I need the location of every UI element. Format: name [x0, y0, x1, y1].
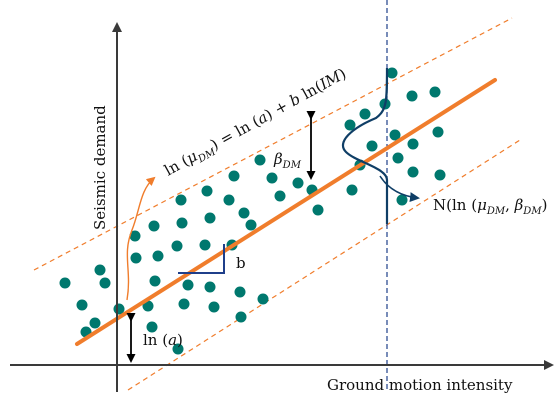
- scatter-point: [171, 240, 183, 252]
- upper-bound-line: [33, 17, 513, 271]
- slope-label: b: [236, 254, 246, 272]
- regression-equation: ln (μDM) = ln (a) + b ln(IM): [161, 64, 350, 182]
- scatter-point: [238, 207, 250, 219]
- scatter-point: [201, 185, 213, 197]
- scatter-point: [208, 301, 220, 313]
- regression-line: [75, 78, 497, 346]
- scatter-point: [346, 184, 358, 196]
- intercept-label: ln (a): [143, 331, 183, 349]
- scatter-point: [407, 138, 419, 150]
- scatter-point: [432, 126, 444, 138]
- scatter-point: [392, 152, 404, 164]
- scatter-points: [59, 67, 446, 355]
- scatter-point: [292, 177, 304, 189]
- scatter-point: [204, 212, 216, 224]
- scatter-point: [175, 194, 187, 206]
- scatter-point: [245, 219, 257, 231]
- beta-dm-label: βDM: [273, 150, 302, 171]
- scatter-point: [396, 194, 408, 206]
- lower-bound-line: [127, 139, 521, 391]
- slope-triangle-icon: [178, 244, 225, 274]
- scatter-point: [148, 220, 160, 232]
- scatter-point: [406, 90, 418, 102]
- scatter-point: [172, 343, 184, 355]
- scatter-point: [254, 154, 266, 166]
- scatter-point: [257, 293, 269, 305]
- scatter-point: [129, 230, 141, 242]
- scatter-point: [182, 279, 194, 291]
- scatter-point: [228, 170, 240, 182]
- normal-curve: [341, 67, 389, 224]
- scatter-point: [235, 311, 247, 323]
- scatter-point: [312, 204, 324, 216]
- scatter-point: [429, 86, 441, 98]
- scatter-point: [366, 140, 378, 152]
- scatter-point: [274, 190, 286, 202]
- x-axis-label: Ground motion intensity: [327, 376, 513, 394]
- scatter-point: [130, 252, 142, 264]
- scatter-point: [359, 108, 371, 120]
- scatter-point: [146, 321, 158, 333]
- scatter-point: [178, 298, 190, 310]
- scatter-point: [344, 119, 356, 131]
- equation-arrow: [126, 176, 156, 301]
- normal-distribution-label: N(ln (μDM, βDM): [433, 196, 547, 217]
- scatter-point: [266, 172, 278, 184]
- scatter-point: [59, 277, 71, 289]
- scatter-point: [99, 277, 111, 289]
- scatter-point: [199, 239, 211, 251]
- scatter-point: [234, 286, 246, 298]
- scatter-point: [76, 299, 88, 311]
- y-axis-label: Seismic demand: [91, 105, 109, 230]
- scatter-point: [407, 166, 419, 178]
- scatter-point: [176, 217, 188, 229]
- scatter-point: [204, 281, 216, 293]
- scatter-point: [386, 67, 398, 79]
- scatter-point: [223, 194, 235, 206]
- scatter-point: [149, 275, 161, 287]
- scatter-point: [434, 169, 446, 181]
- scatter-point: [389, 129, 401, 141]
- scatter-point: [89, 317, 101, 329]
- normal-label-arrow: [379, 175, 420, 203]
- scatter-point: [152, 250, 164, 262]
- scatter-point: [94, 264, 106, 276]
